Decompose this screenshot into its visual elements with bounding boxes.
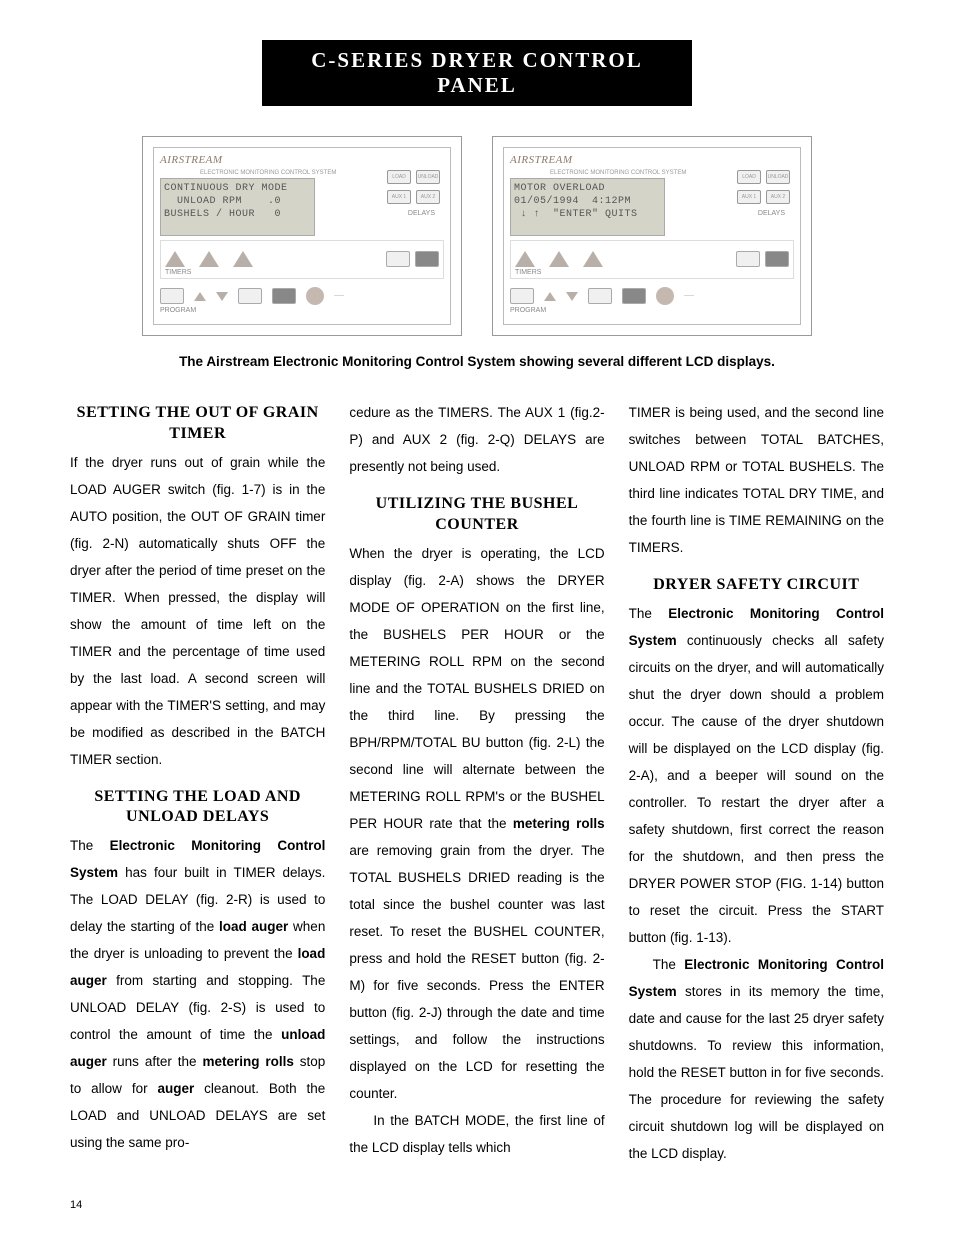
column-2: cedure as the TIMERS. The AUX 1 (fig.2-P… [349,399,604,1167]
timers-label: TIMERS [515,269,789,276]
round-button[interactable] [656,287,674,305]
program-label: PROGRAM [510,307,794,314]
aux2-button[interactable]: AUX 2 [766,190,790,204]
panels-row: AIRSTREAM ELECTRONIC MONITORING CONTROL … [90,136,864,336]
delays-label: DELAYS [387,210,435,217]
panel-logo: AIRSTREAM [160,154,444,166]
timer-triangle[interactable] [583,251,603,267]
section-heading: UTILIZING THE BUSHEL COUNTER [349,494,604,536]
page-title: C-SERIES DRYER CONTROL PANEL [262,40,692,106]
aux-button[interactable] [622,288,646,304]
body-paragraph: When the dryer is operating, the LCD dis… [349,540,604,1107]
program-button[interactable] [510,288,534,304]
arrow-down-icon[interactable] [216,292,228,301]
delays-label: DELAYS [737,210,785,217]
timer-triangle[interactable] [515,251,535,267]
out-of-button[interactable] [386,251,410,267]
body-paragraph: The Electronic Monitoring Control System… [629,951,884,1167]
enter-button[interactable] [238,288,262,304]
timer-triangle[interactable] [165,251,185,267]
body-paragraph: TIMER is being used, and the second line… [629,399,884,561]
arrow-up-icon[interactable] [194,292,206,301]
panel-logo: AIRSTREAM [510,154,794,166]
section-heading: SETTING THE OUT OF GRAIN TIMER [70,403,325,445]
round-button[interactable] [306,287,324,305]
out-of-button[interactable] [736,251,760,267]
aux-button[interactable] [272,288,296,304]
section-heading: DRYER SAFETY CIRCUIT [629,575,884,596]
load-button[interactable]: LOAD [737,170,761,184]
lcd-display: MOTOR OVERLOAD 01/05/1994 4:12PM ↓ ↑ "EN… [510,178,665,236]
column-3: TIMER is being used, and the second line… [629,399,884,1167]
aux1-button[interactable]: AUX 1 [387,190,411,204]
section-heading: SETTING THE LOAD AND UNLOAD DELAYS [70,787,325,829]
arrow-up-icon[interactable] [544,292,556,301]
tiny-label: —— [334,294,344,299]
program-label: PROGRAM [160,307,444,314]
lcd-display: CONTINUOUS DRY MODE UNLOAD RPM .0 BUSHEL… [160,178,315,236]
program-button[interactable] [160,288,184,304]
body-paragraph: The Electronic Monitoring Control System… [70,832,325,1156]
aux1-button[interactable]: AUX 1 [737,190,761,204]
body-paragraph: The Electronic Monitoring Control System… [629,600,884,951]
body-columns: SETTING THE OUT OF GRAIN TIMER If the dr… [70,399,884,1167]
body-paragraph: If the dryer runs out of grain while the… [70,449,325,773]
timer-triangle[interactable] [233,251,253,267]
control-panel-left: AIRSTREAM ELECTRONIC MONITORING CONTROL … [142,136,462,336]
unload-button[interactable]: UNLOAD [766,170,790,184]
unload-button[interactable]: UNLOAD [416,170,440,184]
column-1: SETTING THE OUT OF GRAIN TIMER If the dr… [70,399,325,1167]
body-paragraph: cedure as the TIMERS. The AUX 1 (fig.2-P… [349,399,604,480]
tiny-label: —— [684,294,694,299]
timer-triangle[interactable] [199,251,219,267]
page-number: 14 [70,1199,82,1211]
timer-triangle[interactable] [549,251,569,267]
model-button[interactable] [765,251,789,267]
control-panel-right: AIRSTREAM ELECTRONIC MONITORING CONTROL … [492,136,812,336]
aux2-button[interactable]: AUX 2 [416,190,440,204]
timers-label: TIMERS [165,269,439,276]
body-paragraph: In the BATCH MODE, the first line of the… [349,1107,604,1161]
arrow-down-icon[interactable] [566,292,578,301]
load-button[interactable]: LOAD [387,170,411,184]
enter-button[interactable] [588,288,612,304]
figure-caption: The Airstream Electronic Monitoring Cont… [70,354,884,369]
model-button[interactable] [415,251,439,267]
